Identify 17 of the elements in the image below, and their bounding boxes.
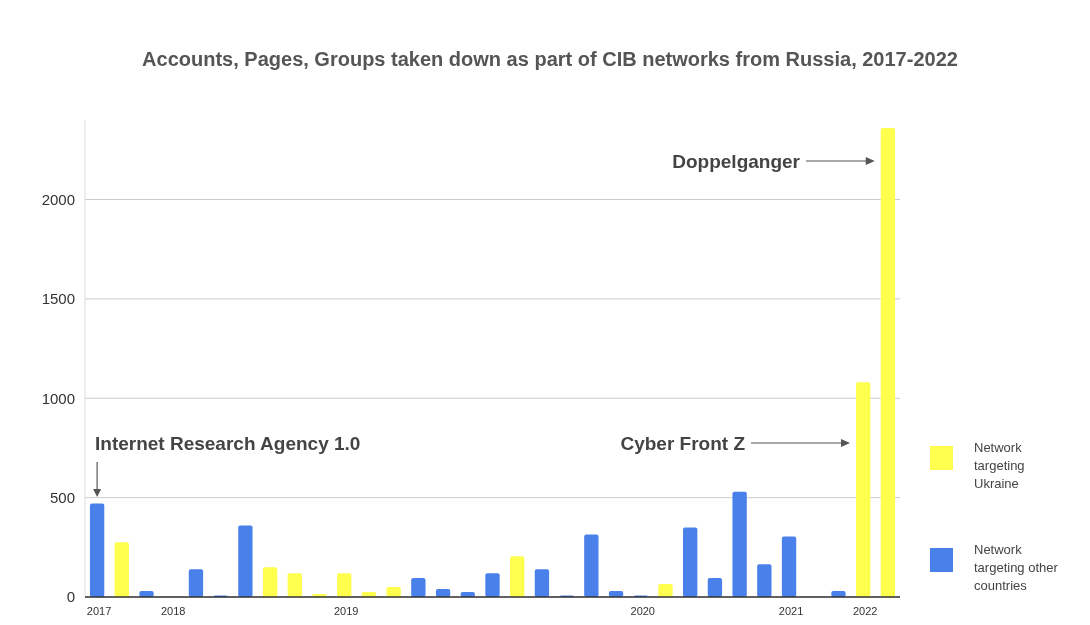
annotation: Internet Research Agency 1.0 [95, 433, 361, 454]
legend-label: Network targeting Ukraine [974, 440, 1025, 491]
y-tick-label: 500 [49, 488, 75, 506]
annotation: Doppelganger [672, 151, 801, 172]
y-tick-label: 0 [66, 588, 75, 606]
x-tick-label: 2017 [86, 605, 112, 617]
x-tick-label: 2022 [852, 605, 878, 617]
x-tick-label: 2019 [333, 605, 359, 617]
y-tick-label: 2000 [41, 190, 75, 208]
chart-title: Accounts, Pages, Groups taken down as part of CIB networks from Russia, 2017-2022 [142, 48, 958, 70]
x-tick-label: 2018 [161, 605, 186, 617]
x-tick-label: 2021 [778, 605, 804, 617]
y-tick-label: 1500 [41, 290, 75, 308]
x-tick-label: 2020 [630, 605, 656, 617]
y-tick-label: 1000 [41, 389, 75, 407]
legend-label: Network targeting other countries [974, 542, 1059, 593]
annotation: Cyber Front Z [620, 433, 746, 454]
